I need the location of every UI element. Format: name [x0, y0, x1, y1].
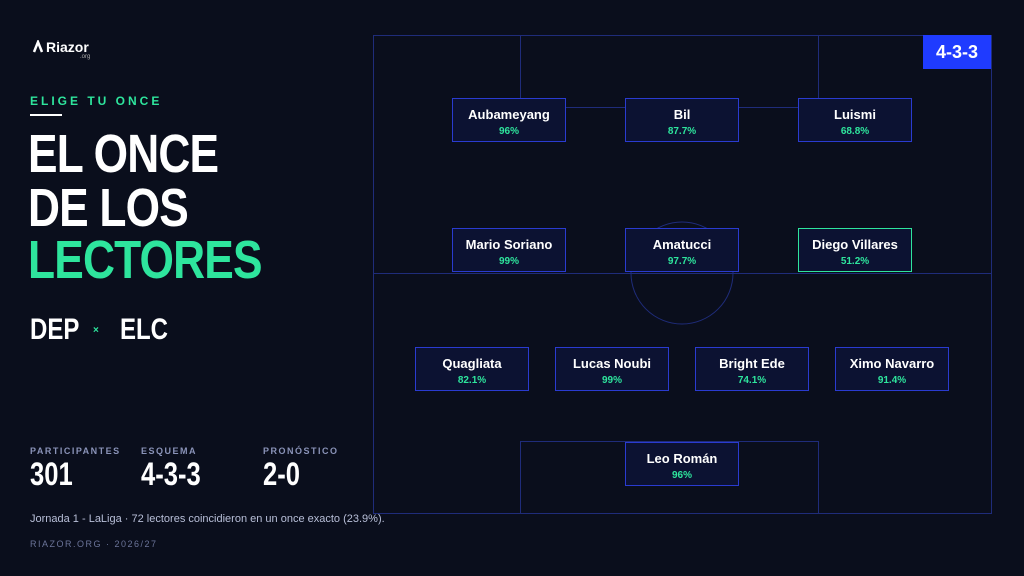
player-name: Bright Ede	[719, 356, 785, 371]
player-pct: 87.7%	[667, 126, 697, 137]
player-pct: 74.1%	[737, 375, 767, 386]
player-name: Bil	[673, 107, 691, 122]
player-card: Luismi 68.8%	[798, 98, 912, 142]
logo-icon	[32, 40, 44, 53]
player-pct: 82.1%	[457, 375, 487, 386]
player-name: Aubameyang	[468, 107, 550, 122]
player-name: Amatucci	[652, 237, 712, 252]
player-pct: 68.8%	[840, 126, 870, 137]
player-name: Ximo Navarro	[849, 356, 935, 371]
player-pct: 96%	[671, 470, 692, 481]
player-pct: 99%	[601, 375, 622, 386]
player-name: Lucas Noubi	[572, 356, 651, 371]
brand-name: Riazor	[46, 39, 89, 55]
player-card: Diego Villares 51.2%	[798, 228, 912, 272]
stat-value: 2-0	[263, 456, 300, 492]
formation-badge: 4-3-3	[923, 35, 991, 69]
player-pct: 99%	[498, 256, 519, 267]
player-pct: 97.7%	[667, 256, 697, 267]
player-card: Leo Román 96%	[625, 442, 739, 486]
player-pct: 51.2%	[840, 256, 870, 267]
player-card: Bil 87.7%	[625, 98, 739, 142]
penalty-box	[520, 441, 819, 513]
title-line: LECTORES	[28, 230, 263, 290]
player-card: Quagliata 82.1%	[415, 347, 529, 391]
center-circle	[630, 221, 734, 325]
stat-value: 4-3-3	[141, 456, 201, 492]
divider	[30, 114, 62, 116]
penalty-box	[520, 35, 819, 108]
player-card: Ximo Navarro 91.4%	[835, 347, 949, 391]
player-card: Bright Ede 74.1%	[695, 347, 809, 391]
footer: RIAZOR.ORG · 2026/27	[30, 539, 158, 549]
brand-suffix: .org	[80, 54, 91, 60]
player-card: Mario Soriano 99%	[452, 228, 566, 272]
title-line: EL ONCE	[28, 124, 219, 184]
player-card: Lucas Noubi 99%	[555, 347, 669, 391]
player-name: Diego Villares	[812, 237, 898, 252]
player-name: Leo Román	[646, 451, 718, 466]
player-card: Aubameyang 96%	[452, 98, 566, 142]
kicker: ELIGE TU ONCE	[30, 94, 163, 108]
player-pct: 91.4%	[877, 375, 907, 386]
away-team: ELC	[120, 313, 168, 346]
player-name: Mario Soriano	[465, 237, 553, 252]
player-name: Quagliata	[442, 356, 502, 371]
home-team: DEP	[30, 313, 80, 346]
vs-icon: ×	[93, 325, 99, 336]
title-line: DE LOS	[28, 178, 189, 238]
stat-label: PRONÓSTICO	[263, 446, 339, 456]
player-card: Amatucci 97.7%	[625, 228, 739, 272]
pitch-outline	[373, 35, 992, 514]
player-pct: 96%	[498, 126, 519, 137]
stat-label: PARTICIPANTES	[30, 446, 121, 456]
note: Jornada 1 - LaLiga · 72 lectores coincid…	[30, 513, 385, 525]
player-name: Luismi	[834, 107, 876, 122]
stat-label: ESQUEMA	[141, 446, 198, 456]
stat-value: 301	[30, 456, 73, 492]
